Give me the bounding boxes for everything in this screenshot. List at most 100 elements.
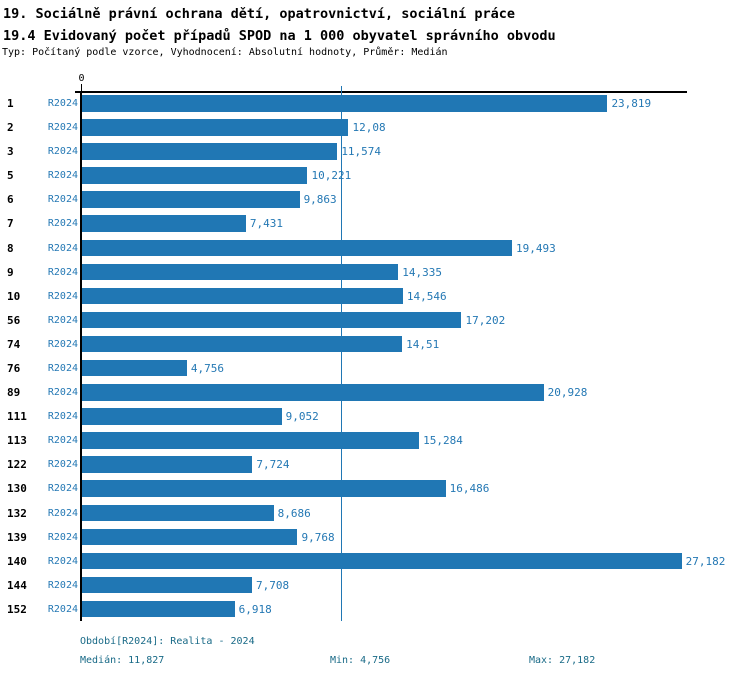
row-category-label: 132 (7, 506, 27, 520)
row-category-label: 8 (7, 241, 14, 255)
bar-R2024-row-139[interactable] (82, 528, 298, 546)
row-series-label: R2024 (47, 579, 78, 591)
row-category-label: 130 (7, 482, 27, 496)
row-category-label: 5 (7, 169, 14, 183)
row-series-label: R2024 (47, 314, 78, 326)
row-series-label: R2024 (47, 435, 78, 447)
bar-R2024-row-140[interactable] (82, 552, 682, 570)
row-series-label: R2024 (47, 194, 78, 206)
row-series-label: R2024 (47, 146, 78, 158)
bar-R2024-row-152[interactable] (82, 600, 235, 618)
bar-value-label: 7,724 (256, 458, 290, 472)
bar-value-label: 10,221 (311, 169, 352, 183)
row-category-label: 89 (7, 386, 21, 400)
bar-R2024-row-5[interactable] (82, 167, 308, 184)
bar-R2024-row-3[interactable] (82, 143, 338, 160)
row-category-label: 111 (7, 410, 27, 424)
row-category-label: 152 (7, 602, 27, 616)
bar-R2024-row-132[interactable] (82, 504, 274, 522)
row-series-label: R2024 (47, 122, 78, 134)
row-series-label: R2024 (47, 411, 78, 423)
x-axis-zero-tick-label: 0 (78, 73, 85, 84)
row-category-label: 139 (7, 530, 27, 544)
bar-R2024-row-113[interactable] (82, 432, 420, 449)
bar-value-label: 9,768 (301, 530, 335, 544)
row-category-label: 2 (7, 121, 14, 135)
footer-max-label: Max: 27,182 (529, 655, 596, 666)
bar-R2024-row-111[interactable] (82, 408, 282, 425)
bar-R2024-row-74[interactable] (82, 335, 403, 353)
median-reference-line (341, 86, 342, 621)
bar-value-label: 11,574 (341, 145, 382, 159)
bar-R2024-row-122[interactable] (82, 456, 253, 473)
bar-value-label: 12,08 (352, 121, 386, 135)
row-series-label: R2024 (47, 218, 78, 230)
bar-value-label: 9,863 (303, 193, 337, 207)
bar-value-label: 14,546 (406, 289, 447, 303)
bar-value-label: 23,819 (611, 97, 652, 110)
bar-R2024-row-144[interactable] (82, 576, 253, 594)
y-axis-line (80, 91, 82, 621)
bar-value-label: 20,928 (547, 386, 588, 400)
bar-value-label: 4,756 (190, 361, 225, 375)
bar-R2024-row-56[interactable] (82, 311, 462, 329)
bar-R2024-row-6[interactable] (82, 191, 300, 208)
bar-R2024-row-1[interactable] (82, 95, 608, 112)
row-category-label: 113 (7, 434, 27, 448)
row-series-label: R2024 (47, 603, 78, 615)
row-series-label: R2024 (47, 98, 78, 109)
row-series-label: R2024 (47, 338, 78, 350)
chart-subtitle: Typ: Počítaný podle vzorce, Vyhodnocení:… (2, 47, 448, 58)
row-category-label: 56 (7, 313, 21, 327)
bar-value-label: 6,918 (238, 602, 272, 616)
bar-value-label: 27,182 (685, 554, 726, 568)
bar-R2024-row-10[interactable] (82, 287, 403, 305)
row-category-label: 3 (7, 145, 14, 159)
page-title: 19. Sociálně právní ochrana dětí, opatro… (3, 6, 516, 22)
footer-min-label: Min: 4,756 (330, 655, 391, 666)
row-series-label: R2024 (47, 507, 78, 519)
row-series-label: R2024 (47, 387, 78, 399)
bar-R2024-row-130[interactable] (82, 480, 446, 497)
row-series-label: R2024 (47, 170, 78, 182)
bar-value-label: 16,486 (449, 482, 490, 496)
footer-median-label: Medián: 11,827 (80, 655, 165, 666)
bar-R2024-row-76[interactable] (82, 359, 187, 377)
bar-value-label: 15,284 (423, 434, 463, 448)
bar-value-label: 19,493 (516, 241, 556, 255)
row-series-label: R2024 (47, 290, 78, 302)
row-category-label: 122 (7, 458, 27, 472)
row-category-label: 6 (7, 193, 14, 207)
bar-value-label: 17,202 (465, 313, 506, 327)
row-series-label: R2024 (47, 555, 78, 567)
bar-R2024-row-9[interactable] (82, 263, 399, 281)
bar-R2024-row-8[interactable] (82, 239, 512, 257)
row-category-label: 76 (7, 361, 21, 375)
bar-R2024-row-89[interactable] (82, 384, 544, 401)
row-series-label: R2024 (47, 531, 78, 543)
row-category-label: 7 (7, 217, 14, 231)
x-axis-line (75, 91, 687, 93)
row-category-label: 74 (7, 337, 21, 351)
bar-R2024-row-2[interactable] (82, 119, 349, 136)
row-series-label: R2024 (47, 362, 78, 374)
bar-value-label: 9,052 (285, 410, 319, 424)
row-category-label: 140 (7, 554, 27, 568)
row-series-label: R2024 (47, 242, 78, 254)
bar-value-label: 8,686 (277, 506, 311, 520)
row-category-label: 1 (7, 97, 14, 110)
bar-value-label: 7,708 (256, 578, 290, 592)
x-axis-zero-tick (81, 84, 82, 91)
row-series-label: R2024 (47, 459, 78, 471)
bar-value-label: 14,335 (402, 265, 442, 279)
row-category-label: 10 (7, 289, 21, 303)
row-category-label: 9 (7, 265, 14, 279)
row-series-label: R2024 (47, 266, 78, 278)
bar-R2024-row-7[interactable] (82, 215, 246, 232)
footer-period-label: Období[R2024]: Realita - 2024 (80, 636, 255, 647)
row-category-label: 144 (7, 578, 27, 592)
row-series-label: R2024 (47, 483, 78, 495)
bar-value-label: 14,51 (406, 337, 440, 351)
bar-value-label: 7,431 (249, 217, 284, 231)
